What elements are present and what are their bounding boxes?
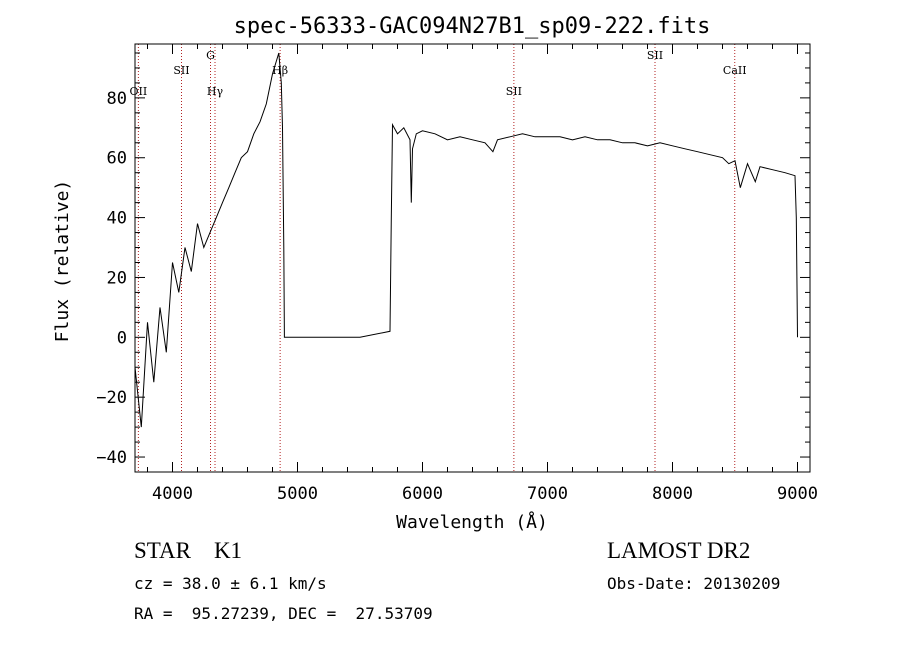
y-tick-label: −20 xyxy=(96,388,127,408)
spectrum-line xyxy=(134,52,798,428)
y-tick-label: 60 xyxy=(107,149,127,169)
x-tick-label: 4000 xyxy=(152,484,193,504)
spectral-line-label: SII xyxy=(506,85,522,98)
x-axis-label: Wavelength (Å) xyxy=(396,511,548,533)
x-tick-label: 8000 xyxy=(652,484,693,504)
y-tick-label: 20 xyxy=(107,268,127,288)
spectral-line-label: Hγ xyxy=(207,85,224,98)
y-tick-label: 80 xyxy=(107,89,127,109)
x-tick-label: 9000 xyxy=(777,484,818,504)
y-tick-label: −40 xyxy=(96,448,127,468)
spectral-line-label: G xyxy=(206,49,215,62)
y-tick-label: 40 xyxy=(107,209,127,229)
spectral-line-label: SII xyxy=(173,64,189,77)
spectral-line-label: CaII xyxy=(723,64,747,77)
spectral-line-label: SII xyxy=(647,49,663,62)
spectral-line-label: OII xyxy=(130,85,148,98)
redshift-cz: cz = 38.0 ± 6.1 km/s xyxy=(134,574,327,593)
chart-title: spec-56333-GAC094N27B1_sp09-222.fits xyxy=(234,14,711,39)
x-axis-ticks: 4000 5000 6000 7000 8000 9000 xyxy=(147,44,818,504)
object-class: STAR K1 xyxy=(134,538,243,563)
plot-frame xyxy=(134,43,811,473)
coordinates: RA = 95.27239, DEC = 27.53709 xyxy=(134,604,433,623)
y-axis-ticks: −40 −20 0 20 40 60 80 xyxy=(96,52,810,473)
x-tick-label: 6000 xyxy=(402,484,443,504)
x-tick-label: 7000 xyxy=(527,484,568,504)
y-tick-label: 0 xyxy=(117,328,127,348)
observation-date: Obs-Date: 20130209 xyxy=(607,574,781,593)
y-axis-label: Flux (relative) xyxy=(52,180,73,343)
x-tick-label: 5000 xyxy=(277,484,318,504)
survey-name: LAMOST DR2 xyxy=(607,538,751,563)
